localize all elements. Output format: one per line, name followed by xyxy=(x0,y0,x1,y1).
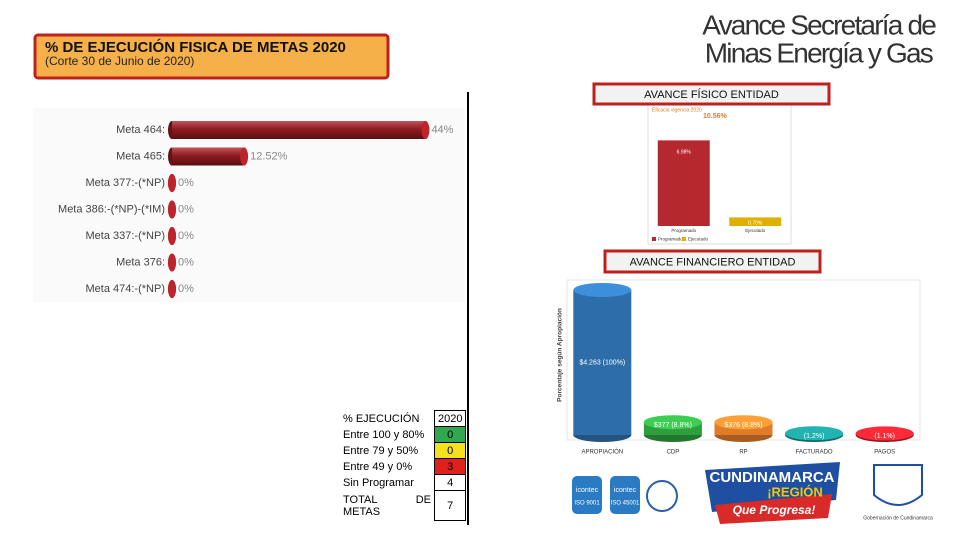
data-label: 44% xyxy=(431,124,453,136)
data-label: 0% xyxy=(178,203,194,215)
bar-cap xyxy=(421,121,430,139)
x-tick-label: CDP xyxy=(667,450,680,456)
y-tick-label: Meta 386:-(*NP)-(*IM) xyxy=(58,203,165,215)
logo-text: icontec xyxy=(614,487,637,494)
x-tick-label: Ejecutado xyxy=(745,228,766,233)
bar-cap xyxy=(643,415,702,430)
data-label: $4.263 (100%) xyxy=(579,359,625,366)
chart-title-box xyxy=(592,82,831,106)
x-tick-label: APROPIACIÓN xyxy=(581,449,623,456)
logo xyxy=(572,476,602,514)
table-cell: 7 xyxy=(433,490,467,521)
x-tick-label: FACTURADO xyxy=(796,450,833,456)
logo xyxy=(873,464,923,506)
y-tick-label: Meta 337:-(*NP) xyxy=(86,230,165,242)
annotation: 10.56% xyxy=(703,113,728,120)
data-label: 0% xyxy=(178,230,194,242)
bar xyxy=(729,217,782,226)
data-label: 6.98% xyxy=(677,150,692,156)
x-tick-label: PAGOS xyxy=(874,450,895,456)
y-tick-label: Meta 377:-(*NP) xyxy=(86,177,165,189)
data-label: (1.2%) xyxy=(804,433,825,440)
data-label: 0% xyxy=(178,177,194,189)
y-tick-label: Meta 464: xyxy=(116,124,165,136)
bar-cap xyxy=(785,426,844,441)
chart-subtitle: Eficacia vigencia 2020 xyxy=(652,107,702,113)
logo-text: icontec xyxy=(576,487,599,494)
data-label: 0% xyxy=(178,283,194,295)
table-cell: Entre 79 y 50% xyxy=(343,444,419,457)
bar-cap xyxy=(168,280,176,298)
legend-swatch xyxy=(682,237,686,241)
bar-cap xyxy=(168,253,176,272)
summary-table: % EJECUCIÓN 2020 Entre 100 y 80% 0 Entre 7… xyxy=(340,410,467,521)
bar-cap xyxy=(168,174,176,192)
data-label: 0% xyxy=(178,256,194,268)
y-axis-label: Porcentaje según Apropiación xyxy=(557,308,564,402)
table-cell: Entre 49 y 0% xyxy=(343,460,413,473)
logo xyxy=(646,480,678,512)
bar xyxy=(172,147,245,166)
logo-text: Que Progresa! xyxy=(733,503,816,517)
y-tick-label: Meta 376: xyxy=(116,256,165,268)
table-cell: TOTAL DE METAS xyxy=(343,493,431,518)
chart-title-box xyxy=(603,249,822,274)
data-label: $377 (8.8%) xyxy=(654,422,692,429)
logo xyxy=(715,494,832,524)
bar xyxy=(573,290,632,435)
bar-cap xyxy=(855,426,914,441)
legend-swatch xyxy=(652,237,656,241)
logo-text: ¡REGIÓN xyxy=(767,484,823,499)
legend-label: Programado xyxy=(658,237,683,242)
table-cell: 0 xyxy=(433,442,467,459)
chart-title: AVANCE FINANCIERO ENTIDAD xyxy=(630,256,796,268)
table-header: % EJECUCIÓN xyxy=(343,412,420,425)
logo-text: CUNDINAMARCA xyxy=(710,469,835,486)
table-cell: 3 xyxy=(433,458,467,475)
legend-label: Ejecutado xyxy=(688,237,709,242)
data-label: 12.52% xyxy=(250,150,288,162)
bar-cap xyxy=(573,283,632,297)
header-subtitle: (Corte 30 de Junio de 2020) xyxy=(45,54,194,68)
x-tick-label: Programado xyxy=(671,228,696,233)
bar-cap xyxy=(168,227,176,245)
logo-text: ISO 9001 xyxy=(574,501,600,507)
table-cell: Entre 100 y 80% xyxy=(343,428,425,441)
logo-text: Gobernación de Cundinamarca xyxy=(863,515,933,521)
bar-cap xyxy=(168,200,176,219)
x-tick-label: RP xyxy=(739,450,747,456)
y-tick-label: Meta 465: xyxy=(116,150,165,162)
logo xyxy=(610,476,640,514)
chart-title: AVANCE FÍSICO ENTIDAD xyxy=(644,88,779,101)
bar-cap xyxy=(240,147,249,166)
table-cell: 4 xyxy=(433,474,467,491)
table-header: 2020 xyxy=(433,410,467,427)
table-cell: Sin Programar xyxy=(343,476,414,489)
page-title: Avance Secretaría de xyxy=(702,9,936,40)
header-title: % DE EJECUCIÓN FISICA DE METAS 2020 xyxy=(45,38,346,56)
table-cell: 0 xyxy=(433,426,467,443)
bar-cap xyxy=(714,415,773,430)
bar xyxy=(172,121,426,139)
chart-panel xyxy=(33,108,465,302)
header-box xyxy=(33,33,390,80)
y-tick-label: Meta 474:-(*NP) xyxy=(86,283,165,295)
page-title: Minas Energía y Gas xyxy=(705,37,933,68)
bar xyxy=(657,140,710,226)
data-label: 0.70% xyxy=(748,220,763,226)
data-label: $376 (8.8%) xyxy=(724,422,762,429)
data-label: (1.1%) xyxy=(874,433,895,440)
logo-text: ISO 45001 xyxy=(611,501,640,507)
